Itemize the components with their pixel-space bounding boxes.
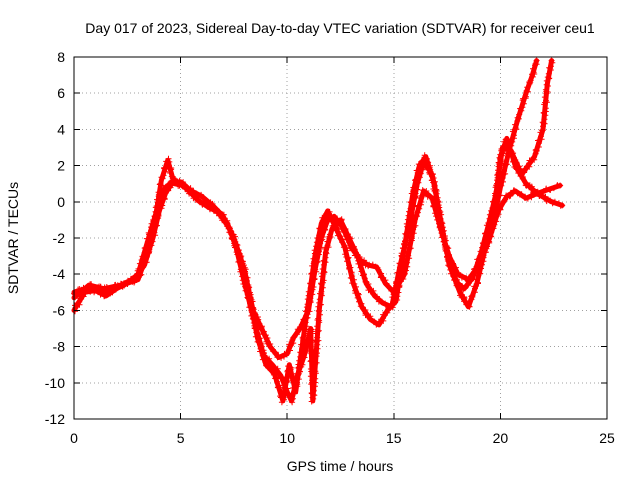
x-tick-label: 0: [70, 430, 78, 446]
y-tick-label: -4: [53, 266, 66, 282]
series-track: [71, 57, 556, 406]
y-axis-label: SDTVAR / TECUs: [5, 182, 21, 294]
x-tick-label: 5: [177, 430, 185, 446]
x-tick-label: 10: [279, 430, 295, 446]
x-tick-label: 20: [493, 430, 509, 446]
y-tick-label: -8: [53, 339, 66, 355]
y-tick-label: 4: [57, 121, 65, 137]
tick-labels: 0 5 10 15 20 25 -12 -10 -8 -6 -4 -2 0 2 4 6 8: [45, 49, 615, 446]
x-tick-label: 25: [599, 430, 615, 446]
x-axis-label: GPS time / hours: [287, 458, 394, 474]
series-markers: [72, 57, 556, 406]
y-tick-label: 0: [57, 194, 65, 210]
y-tick-label: 6: [57, 85, 65, 101]
y-tick-label: 8: [57, 49, 65, 65]
series-track: [492, 57, 540, 212]
y-tick-label: 2: [57, 158, 65, 174]
y-tick-label: -10: [45, 375, 65, 391]
y-tick-label: -6: [53, 302, 66, 318]
y-tick-label: -2: [53, 230, 66, 246]
x-tick-label: 15: [386, 430, 402, 446]
series-markers: [492, 57, 540, 211]
y-tick-label: -12: [45, 411, 65, 427]
data-series: [71, 57, 566, 406]
chart-title: Day 017 of 2023, Sidereal Day-to-day VTE…: [85, 20, 595, 36]
axis-ticks: [73, 56, 608, 420]
